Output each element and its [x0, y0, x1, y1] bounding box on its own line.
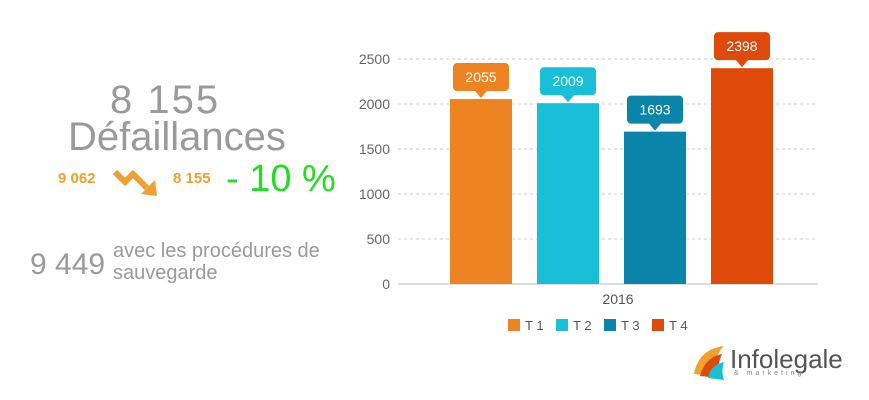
bar-2: [537, 103, 599, 284]
data-label: 2398: [726, 38, 757, 54]
logo-text: Infolegale: [730, 344, 843, 374]
total-label: Défaillances: [68, 115, 286, 159]
data-label-callout: [627, 95, 683, 131]
bar-4: [711, 68, 773, 285]
alt-label: avec les procédures de sauvegarde: [113, 240, 320, 284]
legend-swatch-1: [508, 319, 520, 331]
y-tick-label: 500: [367, 231, 391, 247]
change-percent: - 10 %: [226, 158, 336, 200]
x-category-label: 2016: [602, 291, 633, 307]
data-label: 2055: [465, 69, 496, 85]
data-label-callout: [540, 67, 596, 103]
previous-count: 9 062: [58, 170, 96, 187]
data-label-callout: [453, 63, 509, 99]
legend-label: T 1: [525, 318, 544, 333]
current-count: 8 155: [173, 170, 211, 187]
data-label-callout: [714, 32, 770, 68]
legend-swatch-3: [604, 319, 616, 331]
logo-tagline: & marketing: [734, 370, 805, 377]
bar-3: [624, 131, 686, 284]
y-tick-label: 1000: [359, 186, 390, 202]
legend-label: T 3: [621, 318, 640, 333]
logo-mark: [694, 346, 724, 380]
total-value: 8 155: [110, 78, 221, 122]
legend-label: T 2: [573, 318, 592, 333]
y-tick-label: 2000: [359, 96, 390, 112]
data-label: 2009: [552, 73, 583, 89]
y-tick-label: 1500: [359, 141, 390, 157]
y-tick-label: 0: [382, 276, 390, 292]
data-label: 1693: [639, 102, 670, 118]
legend-swatch-2: [556, 319, 568, 331]
trend-down-arrow-icon: [113, 169, 157, 196]
legend-label: T 4: [669, 318, 688, 333]
alt-count: 9 449: [30, 248, 106, 281]
y-tick-label: 2500: [359, 51, 390, 67]
bar-1: [450, 99, 512, 284]
legend-swatch-4: [652, 319, 664, 331]
